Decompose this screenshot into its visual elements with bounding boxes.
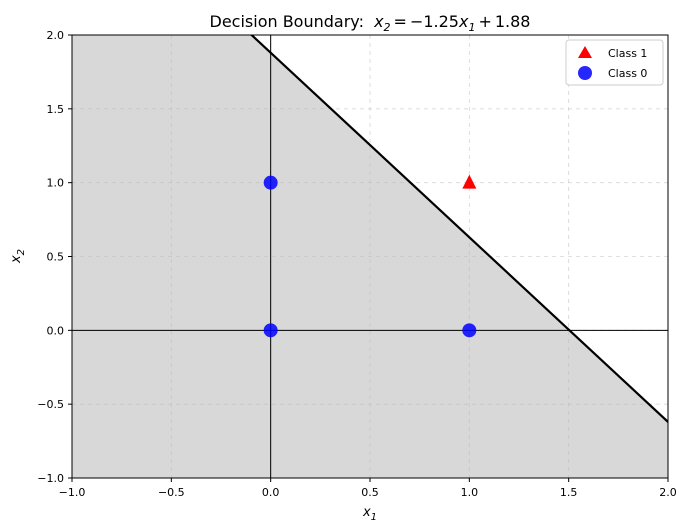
chart-title: Decision Boundary: x2 = −1.25x1 +1.88 xyxy=(210,12,531,34)
decision-boundary-line xyxy=(249,35,668,423)
y-tick-label: −0.5 xyxy=(37,398,64,411)
x-tick-label: 1.0 xyxy=(461,486,479,499)
legend-label-class-1: Class 1 xyxy=(608,47,647,60)
x-tick-label: 2.0 xyxy=(659,486,677,499)
y-tick-label: 0.0 xyxy=(47,324,65,337)
y-tick-label: 1.0 xyxy=(47,177,65,190)
data-point-class-1 xyxy=(462,174,477,189)
data-point-class-0 xyxy=(263,175,278,190)
x-tick-label: 0.5 xyxy=(361,486,379,499)
legend-label-class-0: Class 0 xyxy=(608,67,647,80)
chart-title-prefix: Decision Boundary: xyxy=(210,12,364,31)
x-axis-title: x1 xyxy=(362,505,377,523)
data-point-class-0 xyxy=(263,323,278,338)
x-tick-label: −1.0 xyxy=(59,486,86,499)
legend: Class 1 Class 0 xyxy=(565,39,664,86)
y-tick-label: 1.5 xyxy=(47,103,65,116)
x-tick-label: −0.5 xyxy=(158,486,185,499)
y-tick-label: 0.5 xyxy=(47,251,65,264)
y-tick-label: 2.0 xyxy=(47,29,65,42)
legend-marker-class-0 xyxy=(578,66,592,80)
x-tick-label: 1.5 xyxy=(560,486,578,499)
x-tick-label: 0.0 xyxy=(262,486,280,499)
y-axis-title: x2 xyxy=(9,249,27,264)
y-tick-label: −1.0 xyxy=(37,472,64,485)
data-point-class-0 xyxy=(462,323,477,338)
plot-area: −1.0 −0.5 0.0 0.5 1.0 1.5 2.0 −1.0 −0.5 0.0 0.5 1.0… xyxy=(37,29,677,499)
legend-marker-class-1 xyxy=(578,46,592,58)
